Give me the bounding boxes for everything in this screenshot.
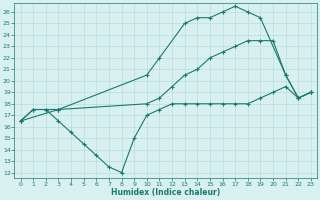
X-axis label: Humidex (Indice chaleur): Humidex (Indice chaleur): [111, 188, 220, 197]
